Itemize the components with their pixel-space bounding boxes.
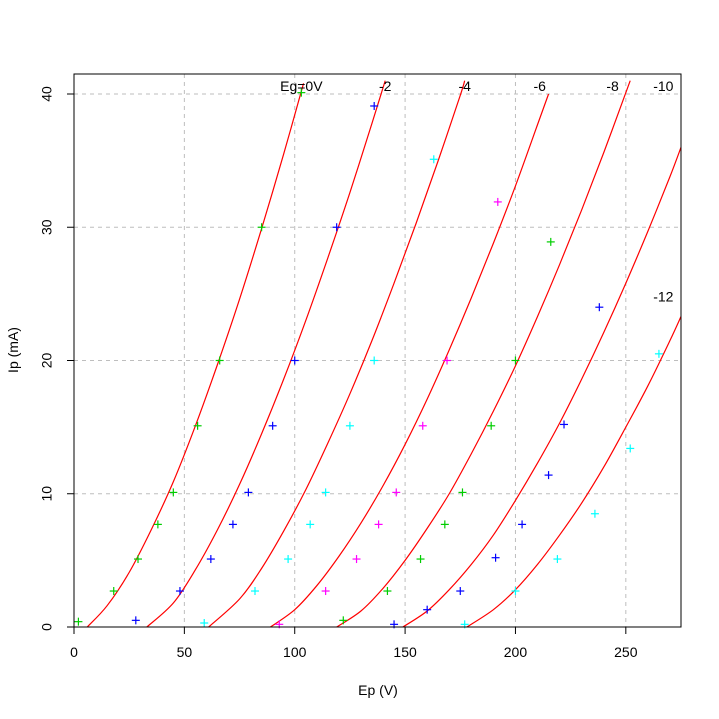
data-point-2-6	[370, 356, 379, 365]
data-point-4-1	[383, 587, 392, 596]
data-point-5-3	[491, 553, 500, 562]
data-point-0-3	[153, 520, 162, 529]
data-point-3-1	[321, 587, 330, 596]
data-point-6-2	[553, 555, 562, 564]
data-point-2-5	[345, 421, 354, 430]
x-tick-label-50: 50	[177, 644, 193, 660]
data-point-3-2	[352, 555, 361, 564]
curve-label-3: -6	[534, 78, 547, 94]
data-point-2-3	[306, 520, 315, 529]
curve-eg-6	[270, 93, 550, 627]
curve-eg-4	[208, 80, 466, 627]
data-point-0-7	[257, 223, 266, 232]
data-point-6-1	[511, 587, 520, 596]
data-point-0-0	[74, 617, 83, 626]
data-point-1-7	[332, 223, 341, 232]
data-point-0-8	[297, 88, 306, 97]
curve-label-5: -10	[653, 78, 673, 94]
data-point-3-6	[443, 356, 452, 365]
curve-eg-2	[146, 80, 386, 627]
curve-label-0: Eg=0V	[280, 78, 323, 94]
data-point-4-6	[511, 356, 520, 365]
x-tick-label-150: 150	[393, 644, 417, 660]
curve-layer	[86, 80, 681, 627]
data-point-6-5	[654, 349, 663, 358]
data-point-4-5	[487, 421, 496, 430]
data-point-1-4	[244, 488, 253, 497]
y-tick-label-40: 40	[39, 86, 55, 102]
data-point-2-0	[200, 619, 209, 628]
data-point-3-4	[392, 488, 401, 497]
data-point-1-6	[290, 356, 299, 365]
data-point-1-3	[228, 520, 237, 529]
data-point-2-2	[284, 555, 293, 564]
y-axis-title: Ip (mA)	[5, 327, 21, 373]
data-point-1-8	[370, 101, 379, 110]
data-point-4-0	[339, 616, 348, 625]
x-tick-label-100: 100	[283, 644, 307, 660]
data-point-6-4	[626, 444, 635, 453]
data-point-1-0	[131, 616, 140, 625]
data-point-2-7	[429, 155, 438, 164]
data-point-5-6	[560, 420, 569, 429]
y-tick-label-20: 20	[39, 352, 55, 368]
data-point-4-4	[458, 488, 467, 497]
data-point-4-3	[440, 520, 449, 529]
data-point-5-4	[518, 520, 527, 529]
grid-layer	[74, 74, 681, 627]
data-point-0-2	[134, 555, 143, 564]
data-point-3-3	[374, 520, 383, 529]
data-point-2-1	[250, 587, 259, 596]
x-axis-title: Ep (V)	[358, 682, 398, 698]
x-tick-label-250: 250	[614, 644, 638, 660]
curve-eg-0	[86, 83, 305, 627]
axis-layer: 0 50 100 150 200 250 0 10 20 30 40	[39, 86, 638, 660]
data-point-0-1	[109, 587, 118, 596]
curve-eg-10	[402, 147, 681, 627]
curve-label-2: -4	[458, 78, 471, 94]
curve-label-4: -8	[606, 78, 619, 94]
data-point-2-4	[321, 488, 330, 497]
y-tick-label-0: 0	[39, 623, 55, 631]
data-point-1-5	[268, 421, 277, 430]
y-tick-label-10: 10	[39, 486, 55, 502]
plot-frame	[73, 73, 682, 628]
y-tick-label-30: 30	[39, 219, 55, 235]
x-tick-label-0: 0	[70, 644, 78, 660]
data-point-0-5	[193, 421, 202, 430]
curve-label-6: -12	[653, 289, 673, 305]
data-point-4-7	[546, 237, 555, 246]
data-point-1-2	[206, 555, 215, 564]
curve-eg-12	[466, 316, 681, 627]
data-point-0-6	[215, 356, 224, 365]
data-point-5-1	[423, 605, 432, 614]
data-point-5-5	[544, 471, 553, 480]
curve-label-1: -2	[379, 78, 392, 94]
data-point-4-2	[416, 555, 425, 564]
data-point-3-7	[493, 197, 502, 206]
data-point-0-4	[169, 488, 178, 497]
data-point-6-3	[590, 509, 599, 518]
curve-eg-8	[336, 80, 631, 627]
data-point-5-7	[595, 303, 604, 312]
data-point-3-5	[418, 421, 427, 430]
data-point-1-1	[175, 587, 184, 596]
marker-layer	[74, 88, 663, 629]
x-tick-label-200: 200	[504, 644, 528, 660]
data-point-5-2	[456, 587, 465, 596]
label-layer: Eg=0V -2 -4 -6 -8 -10 -12	[280, 78, 674, 305]
